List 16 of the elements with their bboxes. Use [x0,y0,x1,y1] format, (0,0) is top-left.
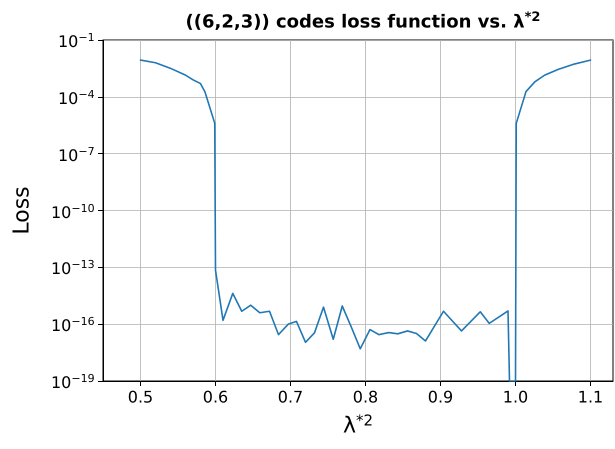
y-tick-label: 10$^{−19}$ [51,372,95,392]
x-tick-label: 0.6 [202,388,228,406]
line-series [140,59,592,382]
y-tick-label: 10$^{−16}$ [51,315,95,336]
y-tick-label: 10$^{−10}$ [51,202,95,222]
y-axis-title: Loss [10,186,34,235]
x-tick-label: 0.9 [428,388,454,406]
x-tick-label: 0.8 [352,388,378,406]
y-tick-label: 10$^{−4}$ [58,88,95,108]
y-tick-label: 10$^{−7}$ [58,144,95,165]
x-tick-label: 1.1 [578,388,604,406]
y-tick-label: 10$^{−1}$ [58,31,95,51]
x-tick-label: 0.5 [128,388,154,406]
x-tick-label: 0.7 [278,388,304,406]
y-tick-label: 10$^{−13}$ [51,258,95,278]
x-tick-label: 1.0 [502,388,528,406]
